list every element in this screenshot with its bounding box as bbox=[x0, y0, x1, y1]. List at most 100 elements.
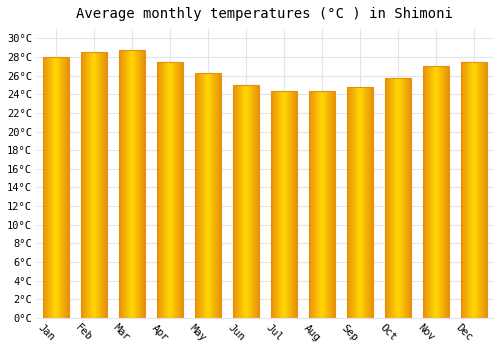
Bar bbox=[318, 91, 320, 318]
Bar bbox=[428, 66, 430, 318]
Bar bbox=[45, 57, 46, 318]
Bar bbox=[472, 62, 474, 318]
Bar bbox=[294, 91, 296, 318]
Bar bbox=[368, 87, 370, 318]
Bar bbox=[46, 57, 47, 318]
Bar bbox=[424, 66, 426, 318]
Bar bbox=[460, 62, 462, 318]
Bar bbox=[257, 85, 258, 318]
Bar bbox=[59, 57, 60, 318]
Bar bbox=[142, 50, 143, 318]
Bar bbox=[276, 91, 278, 318]
Bar bbox=[366, 87, 368, 318]
Bar bbox=[163, 62, 164, 318]
Bar bbox=[388, 77, 390, 318]
Bar bbox=[440, 66, 442, 318]
Bar bbox=[404, 77, 406, 318]
Bar bbox=[215, 73, 216, 318]
Bar bbox=[47, 57, 48, 318]
Bar bbox=[44, 57, 45, 318]
Bar bbox=[50, 57, 51, 318]
Bar bbox=[94, 52, 95, 318]
Bar bbox=[238, 85, 240, 318]
Bar bbox=[204, 73, 205, 318]
Bar bbox=[175, 62, 176, 318]
Bar bbox=[272, 91, 274, 318]
Bar bbox=[400, 77, 402, 318]
Bar bbox=[178, 62, 179, 318]
Bar bbox=[51, 57, 52, 318]
Bar bbox=[122, 50, 123, 318]
Bar bbox=[121, 50, 122, 318]
Bar bbox=[95, 52, 96, 318]
Bar bbox=[88, 52, 89, 318]
Bar bbox=[130, 50, 131, 318]
Bar bbox=[140, 50, 141, 318]
Bar bbox=[232, 85, 234, 318]
Bar bbox=[364, 87, 366, 318]
Bar bbox=[93, 52, 94, 318]
Bar bbox=[118, 50, 145, 318]
Bar bbox=[80, 52, 81, 318]
Bar bbox=[360, 87, 362, 318]
Bar bbox=[346, 87, 348, 318]
Bar bbox=[398, 77, 400, 318]
Bar bbox=[171, 62, 172, 318]
Bar bbox=[174, 62, 175, 318]
Bar bbox=[462, 62, 464, 318]
Bar bbox=[52, 57, 53, 318]
Bar bbox=[258, 85, 259, 318]
Bar bbox=[219, 73, 220, 318]
Bar bbox=[91, 52, 92, 318]
Bar bbox=[216, 73, 217, 318]
Title: Average monthly temperatures (°C ) in Shimoni: Average monthly temperatures (°C ) in Sh… bbox=[76, 7, 454, 21]
Bar bbox=[484, 62, 486, 318]
Bar bbox=[43, 57, 44, 318]
Bar bbox=[83, 52, 84, 318]
Bar bbox=[203, 73, 204, 318]
Bar bbox=[105, 52, 106, 318]
Bar bbox=[410, 77, 412, 318]
Bar bbox=[408, 77, 410, 318]
Bar bbox=[356, 87, 358, 318]
Bar bbox=[181, 62, 182, 318]
Bar bbox=[422, 66, 450, 318]
Bar bbox=[214, 73, 215, 318]
Bar bbox=[211, 73, 212, 318]
Bar bbox=[248, 85, 249, 318]
Bar bbox=[127, 50, 128, 318]
Bar bbox=[466, 62, 468, 318]
Bar bbox=[274, 91, 276, 318]
Bar bbox=[66, 57, 67, 318]
Bar bbox=[137, 50, 138, 318]
Bar bbox=[256, 85, 257, 318]
Bar bbox=[286, 91, 288, 318]
Bar bbox=[101, 52, 102, 318]
Bar bbox=[136, 50, 137, 318]
Bar bbox=[270, 91, 272, 318]
Bar bbox=[131, 50, 132, 318]
Bar bbox=[123, 50, 124, 318]
Bar bbox=[100, 52, 101, 318]
Bar bbox=[244, 85, 246, 318]
Bar bbox=[320, 91, 322, 318]
Bar bbox=[348, 87, 350, 318]
Bar bbox=[62, 57, 63, 318]
Bar bbox=[390, 77, 392, 318]
Bar bbox=[169, 62, 170, 318]
Bar bbox=[129, 50, 130, 318]
Bar bbox=[396, 77, 398, 318]
Bar bbox=[334, 91, 336, 318]
Bar bbox=[106, 52, 107, 318]
Bar bbox=[124, 50, 125, 318]
Bar bbox=[103, 52, 104, 318]
Bar bbox=[386, 77, 388, 318]
Bar bbox=[384, 77, 386, 318]
Bar bbox=[236, 85, 238, 318]
Bar bbox=[201, 73, 202, 318]
Bar bbox=[208, 73, 209, 318]
Bar bbox=[99, 52, 100, 318]
Bar bbox=[90, 52, 91, 318]
Bar bbox=[392, 77, 394, 318]
Bar bbox=[143, 50, 144, 318]
